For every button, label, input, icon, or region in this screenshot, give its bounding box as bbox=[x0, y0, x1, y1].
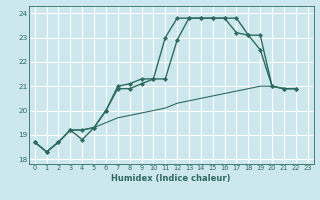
X-axis label: Humidex (Indice chaleur): Humidex (Indice chaleur) bbox=[111, 174, 231, 183]
